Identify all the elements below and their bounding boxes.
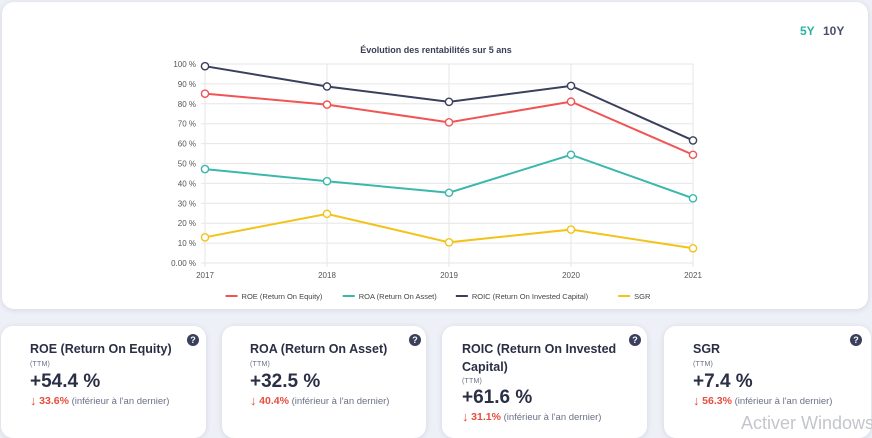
arrow-down-icon: ↓: [462, 409, 469, 424]
data-point: [444, 97, 454, 107]
legend-label: ROIC (Return On Invested Capital): [472, 292, 589, 301]
data-point: [322, 100, 332, 109]
y-tick-label: 40 %: [178, 179, 196, 188]
profitability-line-chart: Évolution des rentabilités sur 5 ans 0.0…: [171, 45, 702, 301]
metric-title: ROE (Return On Equity): [30, 342, 172, 356]
help-icon[interactable]: ?: [409, 334, 421, 346]
metric-change-percent: 56.3%: [702, 395, 732, 407]
roa-card: ? ROA (Return On Asset) (TTM) +32.5 % ↓ …: [222, 326, 426, 438]
data-point: [688, 150, 698, 160]
data-point: [444, 118, 454, 127]
x-tick-label: 2018: [318, 271, 336, 280]
y-tick-label: 100 %: [173, 60, 196, 69]
metric-change: ↓ 33.6% (inférieur à l'an dernier): [30, 393, 169, 408]
metric-change: ↓ 56.3% (inférieur à l'an dernier): [693, 393, 832, 408]
x-axis: 2017 2018 2019 2020 2021: [196, 271, 702, 280]
y-tick-label: 30 %: [178, 199, 196, 208]
data-point: [322, 82, 332, 91]
chart-legend: ROE (Return On Equity) ROA (Return On Ass…: [225, 292, 651, 301]
data-point: [200, 164, 210, 174]
metric-ttm-label: (TTM): [30, 361, 51, 368]
metric-change-note: (inférieur à l'an dernier): [71, 396, 170, 407]
y-tick-label: 80 %: [178, 100, 196, 109]
metric-change-percent: 40.4%: [259, 395, 289, 407]
chart-series: [200, 61, 698, 253]
metric-change-note: (inférieur à l'an dernier): [734, 396, 833, 407]
chart-card: 5Y 10Y: [2, 2, 868, 309]
arrow-down-icon: ↓: [250, 393, 257, 408]
y-tick-label: 60 %: [178, 140, 196, 149]
data-point: [200, 61, 210, 71]
roic-card: ? ROIC (Return On Invested Capital) (TTM…: [442, 326, 647, 438]
metric-change-note: (inférieur à l'an dernier): [291, 396, 390, 407]
metric-change-percent: 31.1%: [471, 411, 501, 423]
arrow-down-icon: ↓: [30, 393, 37, 408]
legend-label: SGR: [634, 292, 651, 301]
legend-label: ROE (Return On Equity): [242, 292, 323, 301]
windows-activation-watermark: Activer Windows: [741, 413, 872, 433]
metric-value: +61.6 %: [462, 387, 533, 408]
data-point: [688, 194, 698, 203]
data-point: [322, 209, 332, 219]
x-tick-label: 2019: [440, 271, 458, 280]
y-tick-label: 0.00 %: [171, 259, 196, 268]
y-tick-label: 50 %: [178, 160, 196, 169]
metric-value: +32.5 %: [250, 371, 321, 392]
metric-ttm-label: (TTM): [693, 361, 714, 368]
help-icon[interactable]: ?: [629, 334, 641, 346]
x-tick-label: 2020: [562, 271, 580, 280]
roe-card: ? ROE (Return On Equity) (TTM) +54.4 % ↓…: [1, 326, 206, 438]
x-tick-label: 2021: [684, 271, 702, 280]
metric-change-note: (inférieur à l'an dernier): [503, 412, 602, 423]
data-point: [566, 97, 576, 106]
metric-title: SGR: [693, 342, 721, 356]
y-tick-label: 20 %: [178, 219, 196, 228]
data-point: [444, 188, 454, 198]
legend-label: ROA (Return On Asset): [359, 292, 437, 301]
metric-change: ↓ 40.4% (inférieur à l'an dernier): [250, 393, 389, 408]
sgr-card: ? SGR (TTM) +7.4 % ↓ 56.3% (inférieur à …: [664, 326, 871, 438]
x-tick-label: 2017: [196, 271, 214, 280]
data-point: [688, 243, 698, 253]
y-axis: 0.00 % 10 % 20 % 30 % 40 % 50 % 60 % 70 % 80 % 90…: [171, 60, 196, 268]
y-tick-label: 70 %: [178, 120, 196, 129]
metric-ttm-label: (TTM): [250, 361, 271, 368]
metric-ttm-label: (TTM): [462, 378, 483, 385]
y-tick-label: 10 %: [178, 239, 196, 248]
metric-value: +7.4 %: [693, 371, 753, 392]
metric-title: ROA (Return On Asset): [250, 342, 388, 356]
range-10y-button[interactable]: 10Y: [823, 24, 845, 38]
data-point: [200, 89, 210, 98]
data-point: [688, 136, 698, 145]
metric-change: ↓ 31.1% (inférieur à l'an dernier): [462, 409, 601, 424]
chart-title: Évolution des rentabilités sur 5 ans: [360, 45, 512, 55]
data-point: [566, 150, 576, 160]
metric-title: ROIC (Return On Invested Capital): [462, 342, 617, 374]
data-point: [566, 81, 576, 91]
data-point: [566, 225, 576, 234]
data-point: [200, 233, 210, 242]
arrow-down-icon: ↓: [693, 393, 700, 408]
metric-change-percent: 33.6%: [39, 395, 69, 407]
data-point: [322, 176, 332, 186]
help-icon[interactable]: ?: [850, 334, 862, 346]
y-tick-label: 90 %: [178, 80, 196, 89]
help-icon[interactable]: ?: [187, 334, 199, 346]
range-5y-button[interactable]: 5Y: [800, 24, 815, 38]
data-point: [444, 238, 454, 247]
metric-value: +54.4 %: [30, 371, 101, 392]
